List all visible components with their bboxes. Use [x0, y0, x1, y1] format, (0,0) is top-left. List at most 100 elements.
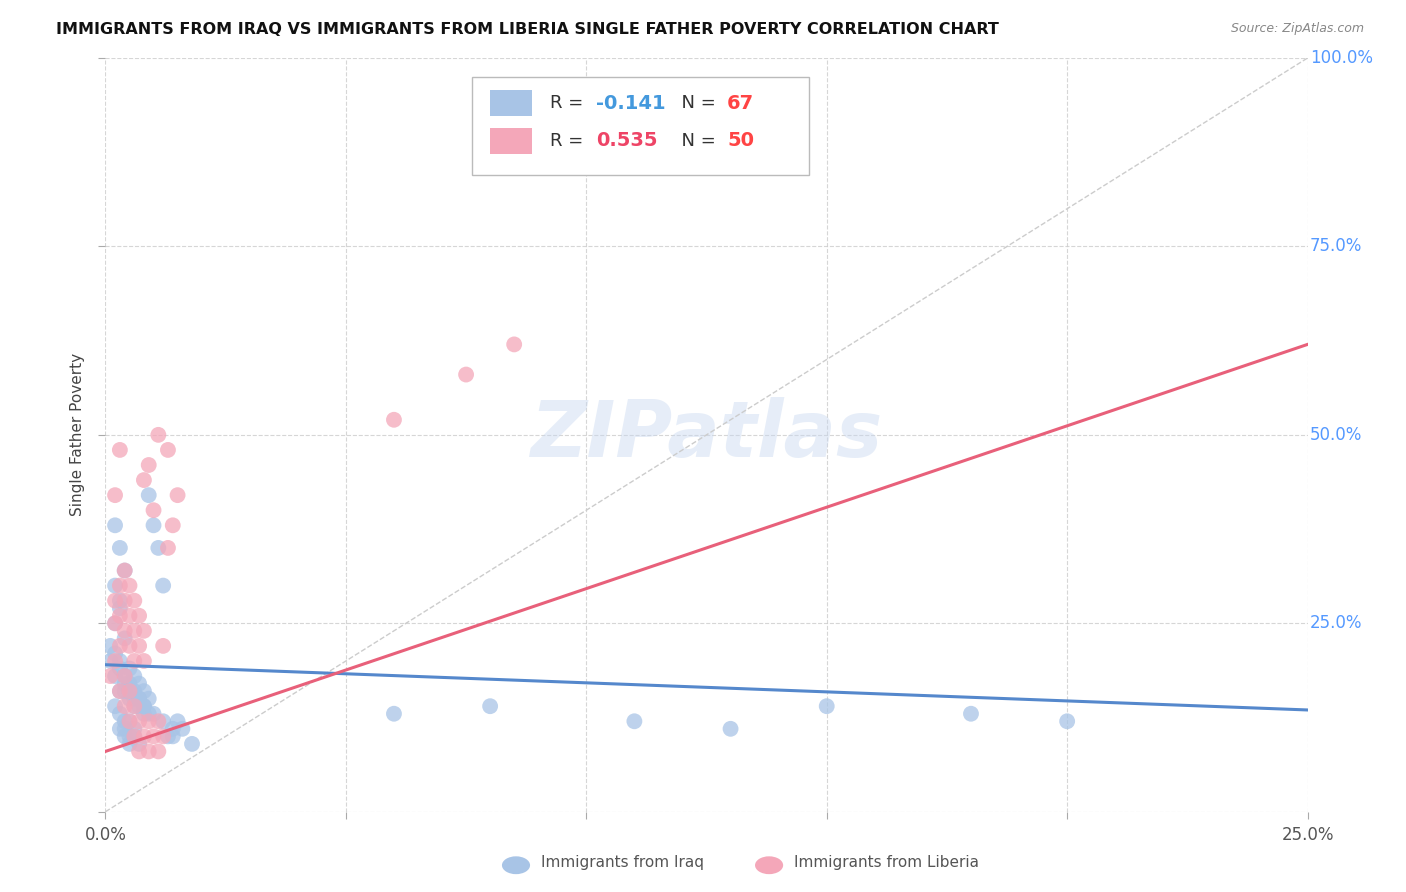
Point	[132, 624, 155, 638]
Point	[114, 593, 136, 607]
Text: ZIPatlas: ZIPatlas	[530, 397, 883, 473]
Point	[114, 624, 136, 638]
Text: IMMIGRANTS FROM IRAQ VS IMMIGRANTS FROM LIBERIA SINGLE FATHER POVERTY CORRELATIO: IMMIGRANTS FROM IRAQ VS IMMIGRANTS FROM …	[56, 22, 1000, 37]
Point	[128, 639, 150, 653]
Point	[128, 714, 150, 729]
Point	[118, 691, 141, 706]
Point	[152, 639, 174, 653]
Point	[124, 654, 146, 668]
Point	[104, 654, 127, 668]
Point	[128, 608, 150, 623]
Point	[114, 564, 136, 578]
Point	[152, 579, 174, 593]
Point	[138, 714, 160, 729]
Point	[142, 518, 165, 533]
Point	[118, 608, 141, 623]
Point	[148, 714, 170, 729]
Point	[138, 744, 160, 758]
Text: 0.535: 0.535	[596, 131, 658, 151]
Point	[114, 714, 136, 729]
Point	[114, 730, 136, 744]
Point	[124, 684, 146, 698]
Point	[108, 661, 131, 675]
Point	[108, 639, 131, 653]
Point	[138, 691, 160, 706]
Point	[148, 541, 170, 555]
Point	[114, 684, 136, 698]
Point	[128, 676, 150, 690]
Point	[138, 488, 160, 502]
Point	[104, 616, 127, 631]
Point	[124, 722, 146, 736]
Point	[104, 669, 127, 683]
Point	[162, 518, 184, 533]
Point	[118, 714, 141, 729]
Point	[132, 654, 155, 668]
Point	[104, 579, 127, 593]
Point	[138, 458, 160, 472]
Text: Immigrants from Liberia: Immigrants from Liberia	[794, 855, 980, 870]
Point	[142, 706, 165, 721]
Point	[128, 737, 150, 751]
Point	[114, 669, 136, 683]
Point	[108, 722, 131, 736]
Point	[118, 676, 141, 690]
Point	[108, 684, 131, 698]
Point	[118, 684, 141, 698]
Point	[148, 744, 170, 758]
Point	[104, 699, 127, 714]
Text: 100.0%: 100.0%	[1310, 49, 1374, 67]
Point	[162, 730, 184, 744]
Point	[172, 722, 194, 736]
Point	[108, 684, 131, 698]
Point	[1056, 714, 1078, 729]
Point	[124, 669, 146, 683]
Point	[114, 676, 136, 690]
Point	[454, 368, 477, 382]
Point	[108, 579, 131, 593]
Point	[181, 737, 204, 751]
Point	[479, 699, 502, 714]
Point	[720, 722, 742, 736]
Point	[132, 706, 155, 721]
Point	[142, 730, 165, 744]
Point	[98, 654, 121, 668]
Text: Source: ZipAtlas.com: Source: ZipAtlas.com	[1230, 22, 1364, 36]
Point	[128, 691, 150, 706]
Point	[104, 488, 127, 502]
Point	[114, 632, 136, 646]
Point	[108, 541, 131, 555]
Point	[118, 579, 141, 593]
Point	[124, 593, 146, 607]
Text: R =: R =	[550, 95, 589, 112]
Point	[114, 669, 136, 683]
Point	[162, 722, 184, 736]
Point	[118, 684, 141, 698]
Point	[98, 639, 121, 653]
Point	[138, 706, 160, 721]
Point	[156, 442, 179, 457]
Point	[132, 684, 155, 698]
Point	[108, 654, 131, 668]
Point	[118, 639, 141, 653]
Point	[623, 714, 645, 729]
Y-axis label: Single Father Poverty: Single Father Poverty	[70, 353, 86, 516]
Point	[114, 564, 136, 578]
Text: Immigrants from Iraq: Immigrants from Iraq	[541, 855, 704, 870]
Text: -0.141: -0.141	[596, 94, 665, 112]
Text: N =: N =	[671, 95, 721, 112]
Point	[118, 730, 141, 744]
Point	[132, 699, 155, 714]
Point	[124, 730, 146, 744]
Point	[128, 699, 150, 714]
Text: 50.0%: 50.0%	[1310, 425, 1362, 444]
Point	[166, 488, 188, 502]
Point	[382, 706, 405, 721]
Text: N =: N =	[671, 132, 721, 150]
Point	[124, 730, 146, 744]
Point	[815, 699, 838, 714]
Point	[124, 691, 146, 706]
Point	[503, 337, 526, 351]
Point	[142, 503, 165, 517]
Point	[108, 601, 131, 615]
